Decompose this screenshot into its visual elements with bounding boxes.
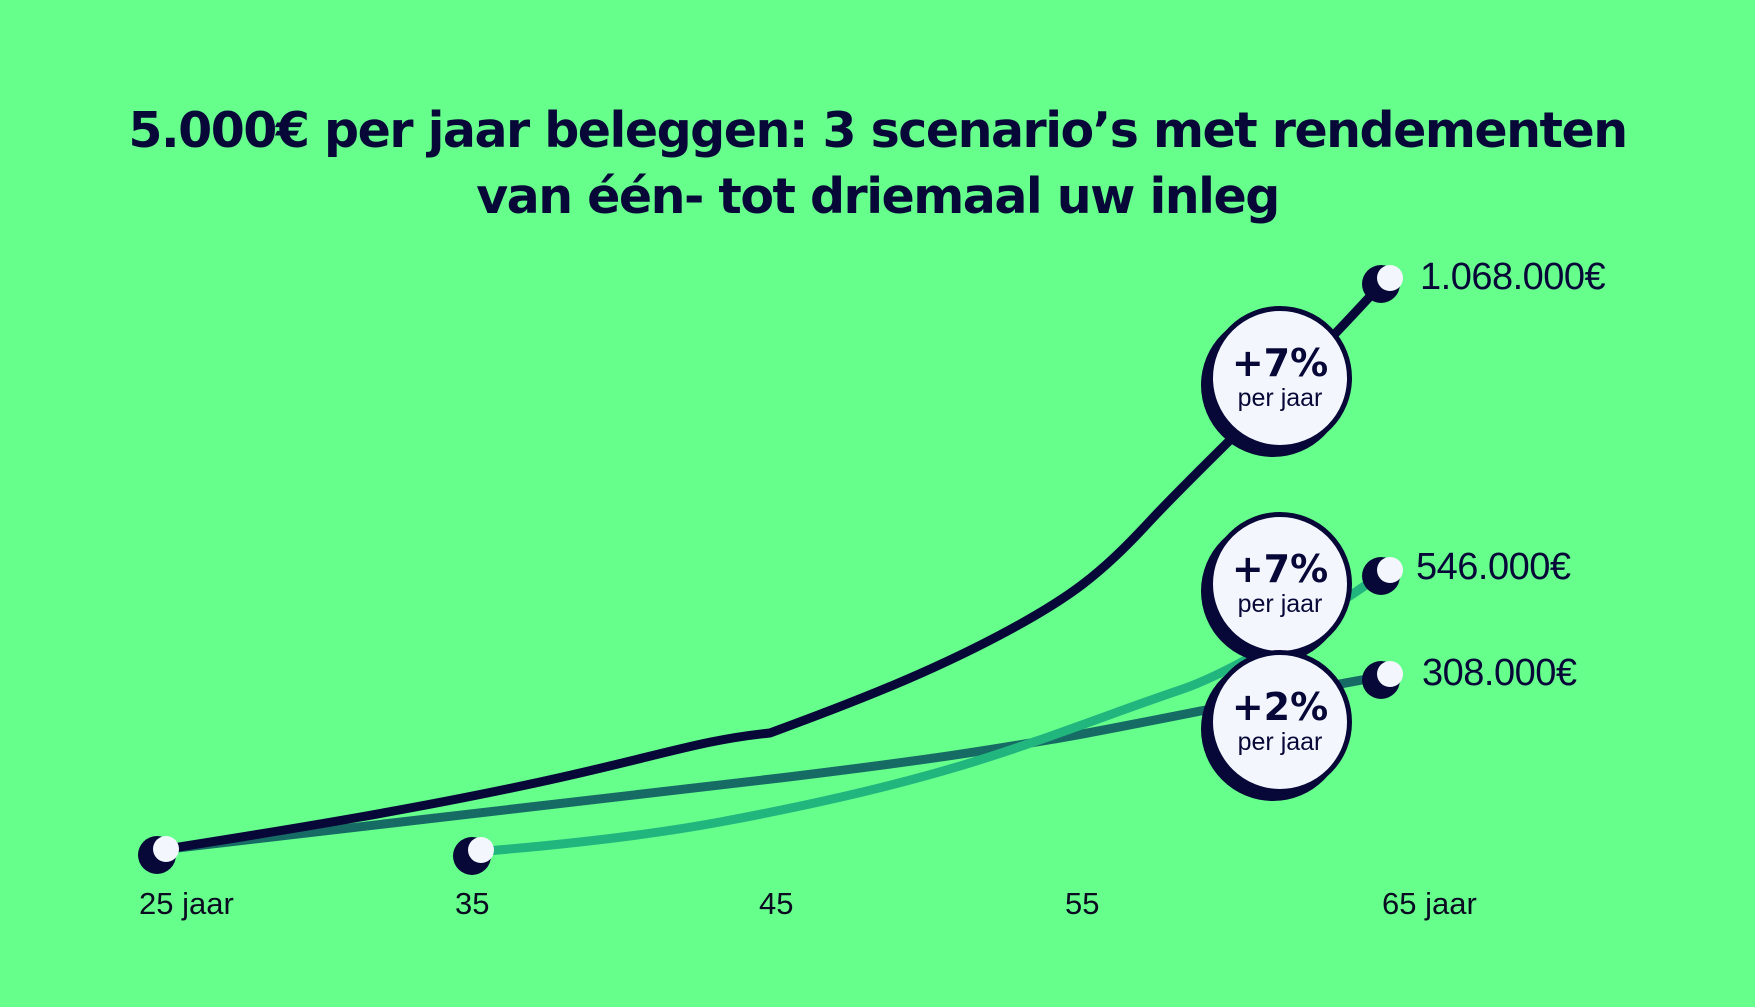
- rate-badge-7pct-middle: +7% per jaar: [1208, 512, 1352, 656]
- series-7pct-from25-line: [155, 275, 1390, 855]
- x-tick-45: 45: [759, 886, 794, 921]
- rate-badge-pct: +7%: [1231, 341, 1329, 385]
- series-2pct-line: [155, 671, 1390, 855]
- end-dot-308k: [1362, 661, 1403, 699]
- chart-title-line-2: van één- tot driemaal uw inleg: [476, 168, 1280, 225]
- rate-badge-per: per jaar: [1237, 590, 1323, 618]
- x-tick-65: 65 jaar: [1382, 886, 1477, 921]
- end-value-546k: 546.000€: [1416, 546, 1571, 588]
- x-tick-25: 25 jaar: [139, 886, 234, 921]
- end-value-1068k: 1.068.000€: [1420, 256, 1606, 298]
- end-dot-1068k: [1362, 265, 1403, 303]
- rate-badge-2pct: +2% per jaar: [1208, 650, 1352, 794]
- end-dot-546k: [1362, 557, 1403, 595]
- start-dot-35: [453, 837, 494, 875]
- x-tick-55: 55: [1065, 886, 1100, 921]
- rate-badge-pct: +7%: [1231, 547, 1329, 591]
- rate-badge-pct: +2%: [1231, 685, 1329, 729]
- rate-badge-7pct-top: +7% per jaar: [1208, 306, 1352, 450]
- chart-title-line-1: 5.000€ per jaar beleggen: 3 scenario’s m…: [128, 102, 1628, 159]
- x-tick-35: 35: [455, 886, 490, 921]
- start-dot-25: [138, 836, 179, 874]
- rate-badge-per: per jaar: [1237, 384, 1323, 412]
- rate-badge-per: per jaar: [1237, 728, 1323, 756]
- end-value-308k: 308.000€: [1422, 652, 1577, 694]
- chart-title: 5.000€ per jaar beleggen: 3 scenario’s m…: [0, 98, 1755, 230]
